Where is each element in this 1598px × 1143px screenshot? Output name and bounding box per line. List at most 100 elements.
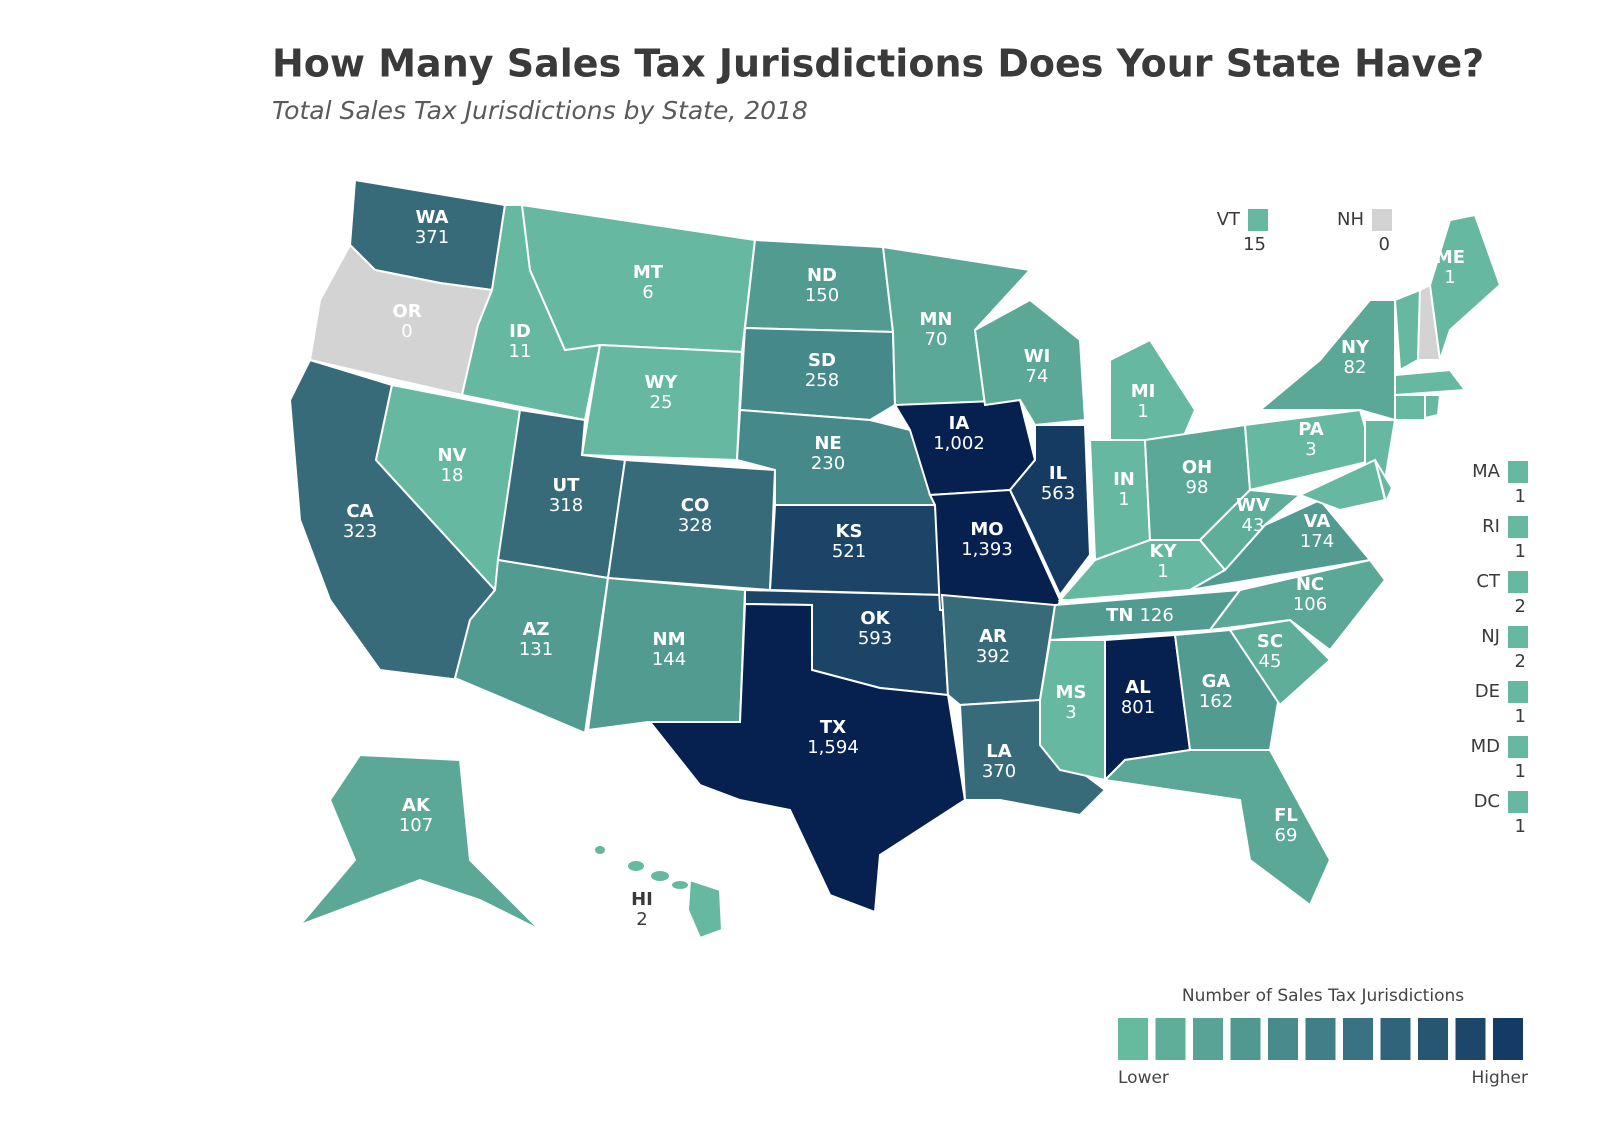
- state-shape: [1189, 498, 1372, 591]
- state-value: 1,002: [933, 433, 985, 454]
- state-abbr: MN: [920, 309, 953, 330]
- state-abbr: MI: [1131, 381, 1156, 402]
- state-value: 3: [1305, 439, 1316, 460]
- state-abbr: KY: [1150, 541, 1178, 562]
- state-value: 18: [441, 465, 464, 486]
- state-value: 0: [401, 321, 412, 342]
- state-shape: [1393, 288, 1422, 372]
- state-swatch: [1508, 571, 1528, 593]
- state-abbr: CA: [346, 501, 373, 522]
- state-value: 323: [343, 521, 377, 542]
- state-abbr: SC: [1257, 631, 1283, 652]
- state-label: VT: [1217, 209, 1241, 230]
- state-value: 2: [1515, 596, 1526, 617]
- state-shape: [1374, 459, 1394, 506]
- state-shape: [296, 753, 541, 931]
- state-value: 107: [399, 815, 433, 836]
- state-value: 3: [1065, 702, 1076, 723]
- state-swatch: [1508, 736, 1528, 758]
- legend-low: Lower: [1118, 1068, 1169, 1088]
- state-abbr: WV: [1236, 495, 1270, 516]
- state-shape: [672, 881, 688, 889]
- state-value: 174: [1300, 531, 1334, 552]
- state-value: 563: [1041, 483, 1075, 504]
- state-value: 45: [1259, 651, 1282, 672]
- state-abbr: PA: [1298, 419, 1324, 440]
- title: How Many Sales Tax Jurisdictions Does Yo…: [272, 42, 1484, 86]
- state-abbr: ME: [1435, 247, 1465, 268]
- state-shape: [1109, 338, 1197, 452]
- state-label: NH: [1337, 209, 1364, 230]
- state-shape: [1428, 213, 1502, 361]
- state-value: 25: [650, 392, 673, 413]
- state-value: 98: [1186, 477, 1209, 498]
- subtitle: Total Sales Tax Jurisdictions by State, …: [272, 96, 808, 125]
- state-abbr: NV: [438, 445, 467, 466]
- state-abbr: AZ: [523, 619, 550, 640]
- state-value: 1: [1444, 267, 1455, 288]
- state-value: 1: [1515, 486, 1526, 507]
- legend-swatch: [1230, 1018, 1261, 1060]
- state-value: 1: [1157, 561, 1168, 582]
- state-abbr: NM: [653, 629, 686, 650]
- state-value: 2: [636, 909, 647, 930]
- state-value: 1: [1515, 541, 1526, 562]
- state-value: 6: [642, 282, 653, 303]
- state-value: 1: [1118, 489, 1129, 510]
- state-abbr: OH: [1182, 457, 1212, 478]
- state-shape: [1207, 558, 1387, 652]
- state-abbr: NY: [1341, 337, 1370, 358]
- state-abbr: OR: [392, 301, 421, 322]
- state-value: 126: [1139, 605, 1173, 626]
- state-shape: [628, 861, 644, 871]
- state-swatch: [1508, 681, 1528, 703]
- state-value: 74: [1026, 366, 1049, 387]
- state-abbr: KS: [836, 521, 863, 542]
- state-abbr: MT: [633, 262, 664, 283]
- state-label: MD: [1471, 736, 1500, 757]
- state-value: 70: [925, 329, 948, 350]
- state-value: 43: [1242, 515, 1265, 536]
- state-value: 106: [1293, 594, 1327, 615]
- state-abbr: IL: [1049, 463, 1067, 484]
- state-abbr: WY: [645, 372, 679, 393]
- state-abbr: IN: [1113, 469, 1135, 490]
- state-value: 593: [858, 628, 892, 649]
- state-label: MA: [1472, 461, 1501, 482]
- state-swatch: [1508, 461, 1528, 483]
- state-abbr: AK: [402, 795, 431, 816]
- state-abbr: GA: [1202, 671, 1231, 692]
- state-value: 1: [1515, 816, 1526, 837]
- states: [288, 178, 1502, 940]
- legend-swatch: [1193, 1018, 1223, 1060]
- state-abbr: MS: [1056, 682, 1087, 703]
- state-label: RI: [1482, 516, 1500, 537]
- legend-swatch: [1268, 1018, 1298, 1060]
- state-abbr: UT: [553, 475, 581, 496]
- state-shape: [1394, 368, 1467, 397]
- state-abbr: TX: [820, 717, 846, 738]
- state-abbr: AL: [1125, 677, 1150, 698]
- state-abbr: CO: [681, 495, 710, 516]
- state-abbr: VA: [1304, 511, 1331, 532]
- legend-swatch: [1493, 1018, 1523, 1060]
- state-abbr: NC: [1296, 574, 1324, 595]
- state-value: 82: [1344, 357, 1367, 378]
- state-shape: [1008, 424, 1092, 597]
- legend-swatch: [1380, 1018, 1411, 1060]
- legend-high: Higher: [1471, 1068, 1528, 1088]
- state-value: 131: [519, 639, 553, 660]
- state-value: 150: [805, 285, 839, 306]
- state-value: 1,594: [807, 737, 859, 758]
- state-swatch: [1508, 791, 1528, 813]
- state-abbr: OK: [860, 608, 890, 629]
- state-value: 162: [1199, 691, 1233, 712]
- state-abbr: HI: [631, 889, 653, 910]
- state-shape: [595, 846, 605, 854]
- state-value: 1: [1515, 761, 1526, 782]
- state-shape: [1198, 488, 1303, 572]
- state-value: 328: [678, 515, 712, 536]
